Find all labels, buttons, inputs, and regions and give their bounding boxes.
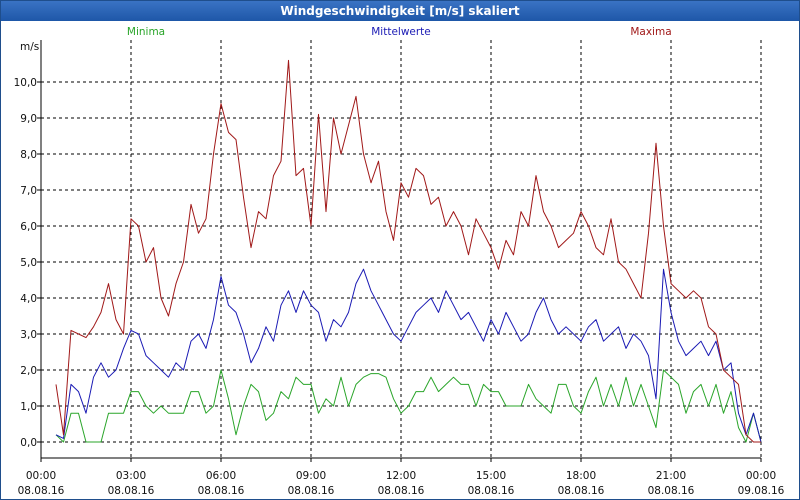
y-tick-label: 6,0 <box>20 221 37 233</box>
x-tick-date: 08.08.16 <box>18 485 65 497</box>
legend-minima: Minima <box>127 26 165 38</box>
series-layer <box>55 59 762 443</box>
y-tick-label: 0,0 <box>20 437 37 449</box>
x-tick-time: 09:00 <box>296 470 326 482</box>
window-title: Windgeschwindigkeit [m/s] skaliert <box>1 1 799 21</box>
x-tick-time: 06:00 <box>206 470 236 482</box>
x-tick-date: 08.08.16 <box>648 485 695 497</box>
x-tick-labels: 00:00 08.08.16 03:00 08.08.16 06:00 08.08.16 0… <box>18 458 785 497</box>
x-tick-time: 21:00 <box>656 470 686 482</box>
x-tick-time: 03:00 <box>116 470 146 482</box>
y-tick-label: 1,0 <box>20 401 37 413</box>
x-tick-time: 15:00 <box>476 470 506 482</box>
x-tick-date: 08.08.16 <box>288 485 335 497</box>
x-tick-date: 08.08.16 <box>558 485 605 497</box>
y-tick-label: 2,0 <box>20 365 37 377</box>
legend-maxima: Maxima <box>630 26 671 38</box>
x-tick-date: 08.08.16 <box>198 485 245 497</box>
x-tick-date: 08.08.16 <box>468 485 515 497</box>
x-tick-time: 00:00 <box>746 470 776 482</box>
y-tick-label: 10,0 <box>14 77 37 89</box>
series-line-maxima <box>55 59 761 443</box>
y-tick-label: 7,0 <box>20 185 37 197</box>
y-tick-label: 4,0 <box>20 293 37 305</box>
x-tick-date: 08.08.16 <box>378 485 425 497</box>
y-axis-unit-label: m/s <box>20 41 39 53</box>
y-tick-label: 9,0 <box>20 113 37 125</box>
x-tick-time: 12:00 <box>386 470 416 482</box>
y-tick-label: 3,0 <box>20 329 37 341</box>
x-tick-date: 08.08.16 <box>108 485 155 497</box>
legend-mittelwerte: Mittelwerte <box>371 26 431 38</box>
series-line-minima <box>55 369 762 443</box>
y-tick-labels: 0,0 1,0 2,0 3,0 4,0 5,0 6,0 7,0 8,0 9,0 10,0 <box>14 77 41 449</box>
x-tick-time: 18:00 <box>566 470 596 482</box>
y-tick-label: 8,0 <box>20 149 37 161</box>
x-tick-time: 00:00 <box>26 470 56 482</box>
series-line-mittelwerte <box>55 268 762 443</box>
y-tick-label: 5,0 <box>20 257 37 269</box>
x-tick-date: 09.08.16 <box>738 485 785 497</box>
